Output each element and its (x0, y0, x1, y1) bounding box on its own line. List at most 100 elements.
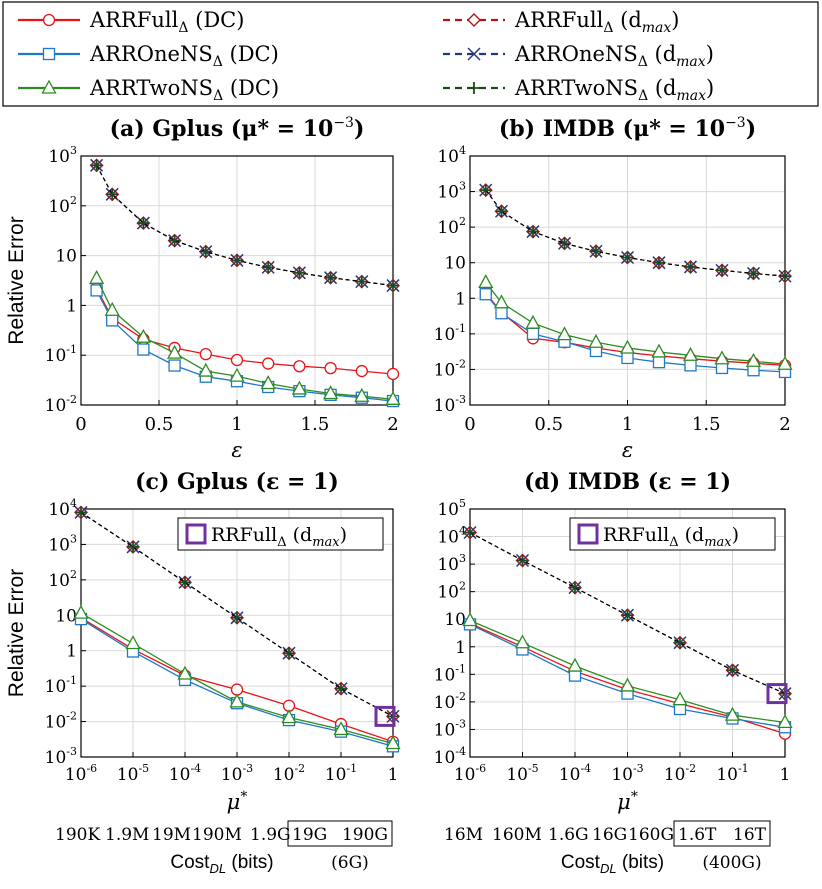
data-point (726, 664, 739, 677)
panel-title: (a) Gplus (μ* = 10−3) (110, 115, 365, 142)
x-tick-label: 10-6 (454, 762, 486, 785)
data-point (324, 271, 337, 284)
data-point (355, 364, 368, 378)
data-point (168, 359, 181, 372)
data-point (291, 380, 307, 395)
legend-x-icon (467, 47, 481, 61)
x-tick-label: 10-5 (117, 762, 149, 785)
data-point (590, 245, 602, 258)
x-tick-label: 0 (75, 414, 86, 435)
square-icon (577, 523, 599, 545)
y-tick-label: 103 (48, 144, 77, 167)
data-point (568, 669, 582, 682)
cost-value: 1.6G (548, 825, 589, 845)
y-tick-label: 102 (437, 580, 466, 603)
data-point (355, 275, 368, 288)
data-point (137, 343, 150, 356)
data-point (229, 367, 245, 382)
data-point (283, 647, 295, 660)
annotation-label: RRFullΔ (dmax) (211, 524, 347, 550)
x-tick-label: 1.5 (692, 414, 721, 435)
data-point (684, 260, 697, 273)
data-point (199, 347, 212, 361)
legend-entry: ARRFullΔ (DC) (18, 8, 244, 36)
x-axis-label: μ* (617, 789, 638, 814)
data-point (745, 352, 762, 367)
square-icon (185, 523, 207, 545)
x-tick-label: 10-1 (716, 762, 748, 785)
cost-note: (6G) (331, 853, 369, 873)
data-point (385, 735, 401, 750)
series-3 (89, 269, 401, 405)
legend-label: ARROneNSΔ (DC) (89, 42, 279, 70)
data-point (684, 359, 697, 372)
cost-value: 1.9G (250, 825, 291, 845)
cost-note: (400G) (702, 853, 761, 873)
data-point (621, 609, 634, 622)
y-tick-label: 104 (48, 497, 77, 520)
series-5 (90, 158, 400, 293)
y-tick-label: 10-2 (434, 690, 466, 713)
legend-label: ARRTwoNSΔ (DC) (89, 76, 279, 104)
y-tick-label: 1 (66, 296, 77, 316)
x-axis-label: μ* (227, 789, 248, 814)
data-point (672, 691, 688, 706)
y-tick-label: 10-3 (45, 745, 77, 768)
x-tick-label: 1.5 (301, 414, 330, 435)
legend-plus-icon (468, 82, 480, 94)
data-point (199, 245, 212, 258)
x-tick-label: 1 (231, 414, 242, 435)
data-point (777, 355, 793, 370)
cost-value: 16T (733, 825, 767, 845)
rrfull-marker (766, 683, 788, 705)
y-tick-label: 10-1 (434, 662, 466, 685)
cost-box (287, 820, 393, 847)
data-point (177, 665, 193, 680)
x-tick-label: 10-2 (273, 762, 305, 785)
x-tick-label: 0 (464, 414, 475, 435)
data-point (293, 360, 306, 373)
x-tick-label: 0.5 (534, 414, 563, 435)
panel-c-gplus-mu: (c) Gplus (ε = 1) 10-3 10-2 10-1 1 10 102 103 10… (5, 469, 401, 876)
data-point (231, 254, 243, 267)
data-point (354, 387, 370, 402)
data-point (569, 581, 581, 594)
legend-square-icon (42, 47, 56, 61)
y-tick-label: 10-3 (434, 717, 466, 740)
data-point (653, 256, 665, 269)
data-point (495, 307, 508, 320)
y-tick-label: 10-1 (45, 343, 77, 366)
y-tick-label: 102 (48, 194, 77, 217)
data-point (464, 526, 476, 539)
data-point (262, 261, 275, 274)
data-point (724, 706, 741, 721)
legend-entry: ARRFullΔ (dmax) (443, 8, 680, 36)
y-tick-label: 103 (48, 532, 77, 555)
data-point (125, 635, 141, 650)
x-tick-label: 10-1 (325, 762, 357, 785)
data-point (293, 266, 306, 279)
panel-b-imdb-epsilon: (b) IMDB (μ* = 10−3)10-310-210-111010210… (434, 115, 793, 462)
legend-label: ARRFullΔ (DC) (89, 8, 244, 36)
data-point (652, 356, 666, 369)
annotation-box (569, 517, 776, 551)
series-5 (479, 183, 792, 283)
y-tick-label: 105 (437, 497, 466, 520)
data-point (106, 314, 119, 327)
panel-title: (d) IMDB (ε = 1) (524, 469, 731, 495)
data-point (674, 636, 686, 649)
data-point (777, 714, 793, 729)
data-point (127, 540, 139, 553)
y-tick-label: 10 (55, 247, 77, 267)
x-tick-label: 0.5 (145, 414, 174, 435)
cost-value: 190G (342, 825, 388, 845)
series-6 (90, 159, 399, 292)
data-point (493, 294, 510, 309)
data-point (386, 367, 400, 381)
data-point (73, 604, 89, 619)
data-point (168, 234, 181, 247)
series-2 (90, 284, 400, 408)
data-point (333, 721, 349, 736)
data-point (556, 326, 573, 341)
series-4 (89, 158, 400, 293)
